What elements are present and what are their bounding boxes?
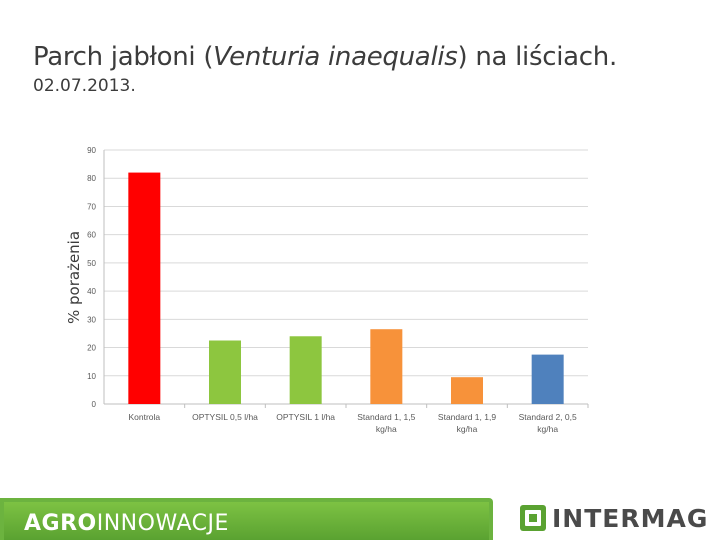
- bar-2: [209, 340, 241, 404]
- intermag-logo: INTERMAG: [520, 502, 708, 534]
- bar-5: [451, 377, 483, 404]
- bar-3: [289, 336, 322, 404]
- title-post: ) na liściach.: [457, 42, 618, 72]
- x-tick-label: kg/ha: [457, 424, 478, 434]
- x-tick-label: kg/ha: [537, 424, 558, 434]
- x-tick-label: Standard 1, 1,5: [357, 412, 415, 422]
- y-tick-label: 40: [87, 287, 96, 296]
- x-tick-label: kg/ha: [376, 424, 397, 434]
- y-tick-label: 20: [87, 344, 96, 353]
- brand-rest: INNOWACJE: [96, 511, 229, 536]
- page-title: Parch jabłoni (Venturia inaequalis) na l…: [33, 42, 617, 72]
- date-label: 02.07.2013.: [33, 76, 136, 96]
- bar-chart: 0 10 20 30 40 50 60 70 80 90 Kontrola OPTYSIL 0,5 l…: [87, 146, 589, 434]
- y-tick-label: 60: [87, 231, 96, 240]
- x-tick-label: OPTYSIL 1 l/ha: [276, 412, 335, 422]
- y-tick-label: 50: [87, 259, 96, 268]
- agroinnowacje-logo: AGROINNOWACJE: [24, 511, 229, 536]
- title-pre: Parch jabłoni (: [33, 42, 214, 72]
- x-tick-label: OPTYSIL 0,5 l/ha: [192, 412, 258, 422]
- y-tick-label: 30: [87, 315, 96, 324]
- brand-bold: AGRO: [24, 511, 97, 536]
- y-tick-label: 80: [87, 174, 96, 183]
- bar-4: [370, 329, 403, 404]
- footer-band-inner: [4, 502, 489, 540]
- y-tick-label: 70: [87, 202, 96, 211]
- x-tick-label: Standard 1, 1,9: [438, 412, 496, 422]
- intermag-wordmark: INTERMAG: [552, 503, 709, 533]
- y-tick-label: 90: [87, 146, 96, 155]
- y-tick-label: 0: [92, 400, 97, 409]
- x-tick-label: Kontrola: [128, 412, 160, 422]
- title-italic: Venturia inaequalis: [213, 42, 458, 72]
- bar-6: [531, 354, 564, 404]
- x-tick-label: Standard 2, 0,5: [519, 412, 577, 422]
- y-tick-label: 10: [87, 372, 96, 381]
- intermag-logo-icon: [520, 505, 546, 531]
- bar-1: [128, 172, 161, 404]
